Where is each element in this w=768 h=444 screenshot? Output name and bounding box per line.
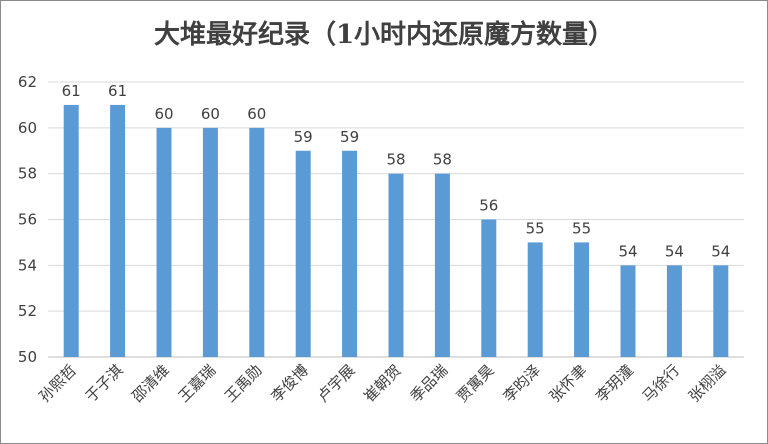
bar	[110, 104, 126, 358]
data-labels: 61 61 60 60 60 59 59 58 58 56 55 55 54 54 54	[62, 82, 731, 260]
data-label: 54	[711, 242, 730, 260]
bar	[202, 127, 218, 357]
chart-title: 大堆最好纪录（1小时内还原魔方数量）	[154, 19, 614, 50]
data-label: 61	[108, 82, 127, 100]
y-axis-ticks: 50 52 54 56 58 60 62	[18, 73, 37, 366]
data-label: 60	[154, 105, 173, 123]
x-axis-categories: 孙熙哲 于子淇 邵清维 王嘉瑞 王禹勋 李俊博 卢宇展 崔朝贺 季品瑞 贾寓昊 李昀泽 张怀聿 李玥潼马…	[35, 361, 729, 406]
y-tick-label: 56	[18, 211, 37, 229]
bars	[63, 104, 729, 358]
bar	[388, 173, 404, 357]
y-tick-label: 54	[18, 256, 37, 274]
x-tick-label: 崔朝贺	[360, 361, 405, 406]
bar	[249, 127, 265, 357]
x-tick-label: 李玥潼	[592, 361, 637, 406]
x-tick-label: 李俊博	[267, 361, 312, 406]
y-tick-label: 52	[18, 302, 37, 320]
x-tick-label: 马徐行	[639, 361, 684, 406]
data-label: 59	[294, 128, 313, 146]
x-tick-label: 季品瑞	[407, 361, 452, 406]
bar	[574, 242, 590, 357]
bar	[481, 219, 497, 357]
data-label: 60	[201, 105, 220, 123]
y-tick-label: 62	[18, 73, 37, 91]
data-label: 54	[618, 242, 637, 260]
bar	[63, 104, 79, 358]
data-label: 55	[526, 219, 545, 237]
bar	[434, 173, 450, 357]
data-label: 54	[665, 242, 684, 260]
x-tick-label: 王禹勋	[221, 361, 266, 406]
bar	[295, 150, 311, 357]
y-tick-label: 58	[18, 165, 37, 183]
y-tick-label: 50	[18, 348, 37, 366]
data-label: 58	[433, 151, 452, 169]
bar	[156, 127, 172, 357]
data-label: 59	[340, 128, 359, 146]
y-tick-label: 60	[18, 119, 37, 137]
data-label: 61	[62, 82, 81, 100]
x-tick-label: 张怀聿	[546, 361, 591, 406]
bar	[713, 265, 729, 357]
data-label: 55	[572, 219, 591, 237]
x-tick-label: 张栩溢	[685, 361, 730, 406]
x-tick-label: 邵清维	[128, 361, 173, 406]
data-label: 58	[386, 151, 405, 169]
data-label: 56	[479, 197, 498, 215]
x-tick-label: 王嘉瑞	[175, 361, 220, 406]
x-tick-label: 李昀泽	[499, 361, 544, 406]
bar	[527, 242, 543, 357]
x-tick-label: 卢宇展	[314, 361, 359, 406]
bar	[666, 265, 682, 357]
x-tick-label: 孙熙哲	[35, 361, 80, 406]
bar	[342, 150, 358, 357]
data-label: 60	[247, 105, 266, 123]
x-tick-label: 于子淇	[82, 361, 127, 406]
x-tick-label: 贾寓昊	[453, 361, 498, 406]
bar	[620, 265, 636, 357]
